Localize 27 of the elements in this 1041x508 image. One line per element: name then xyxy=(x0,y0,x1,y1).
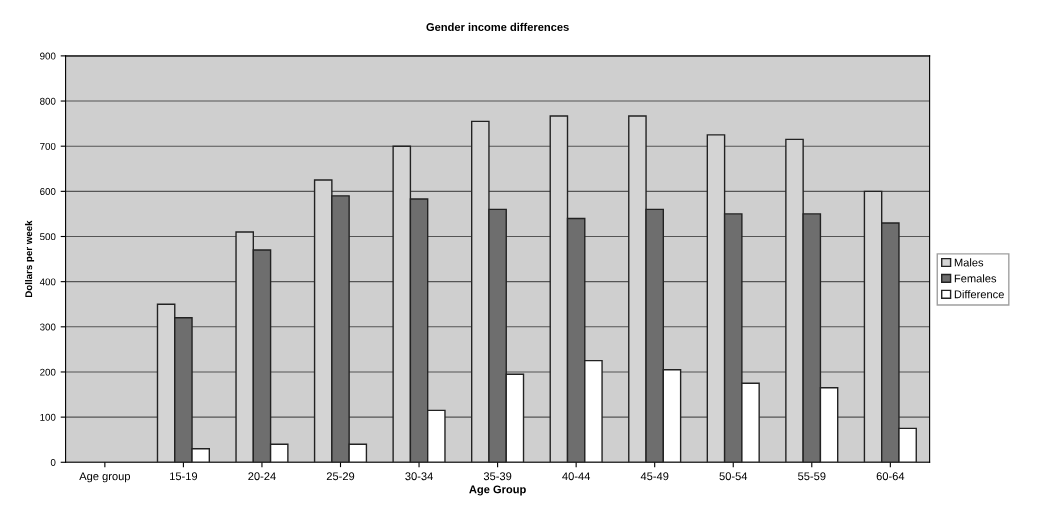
x-tick-label: 20-24 xyxy=(248,472,276,481)
y-tick-label: 500 xyxy=(40,233,56,241)
x-axis-title: Age Group xyxy=(469,485,526,496)
y-tick-label: 200 xyxy=(40,368,56,376)
y-tick-label: 900 xyxy=(40,52,56,60)
y-tick-label: 600 xyxy=(40,188,56,195)
x-tick-label: 45-49 xyxy=(640,472,669,481)
y-axis-title: Dollars per week xyxy=(25,220,35,298)
legend-label: Females xyxy=(954,274,997,283)
x-tick-label: 60-64 xyxy=(876,472,905,481)
x-tick-label: 25-29 xyxy=(326,472,355,481)
y-tick-label: 400 xyxy=(39,278,56,286)
y-tick-label: 300 xyxy=(40,323,56,331)
x-tick-label: 15-19 xyxy=(170,472,198,481)
x-tick-label: 35-39 xyxy=(483,472,512,481)
x-tick-label: 50-54 xyxy=(719,472,748,481)
x-tick-label: 55-59 xyxy=(798,472,826,481)
x-tick-label: 30-34 xyxy=(405,472,433,481)
legend-label: Males xyxy=(954,258,984,267)
y-tick-label: 0 xyxy=(50,459,56,466)
y-tick-label: 800 xyxy=(40,97,56,105)
y-tick-label: 700 xyxy=(40,142,56,150)
x-tick-label: 40-44 xyxy=(562,472,591,481)
chart-title: Gender income differences xyxy=(426,22,569,31)
y-tick-label: 100 xyxy=(40,413,56,421)
x-tick-label: Age group xyxy=(79,472,131,483)
legend-label: Difference xyxy=(954,290,1004,299)
